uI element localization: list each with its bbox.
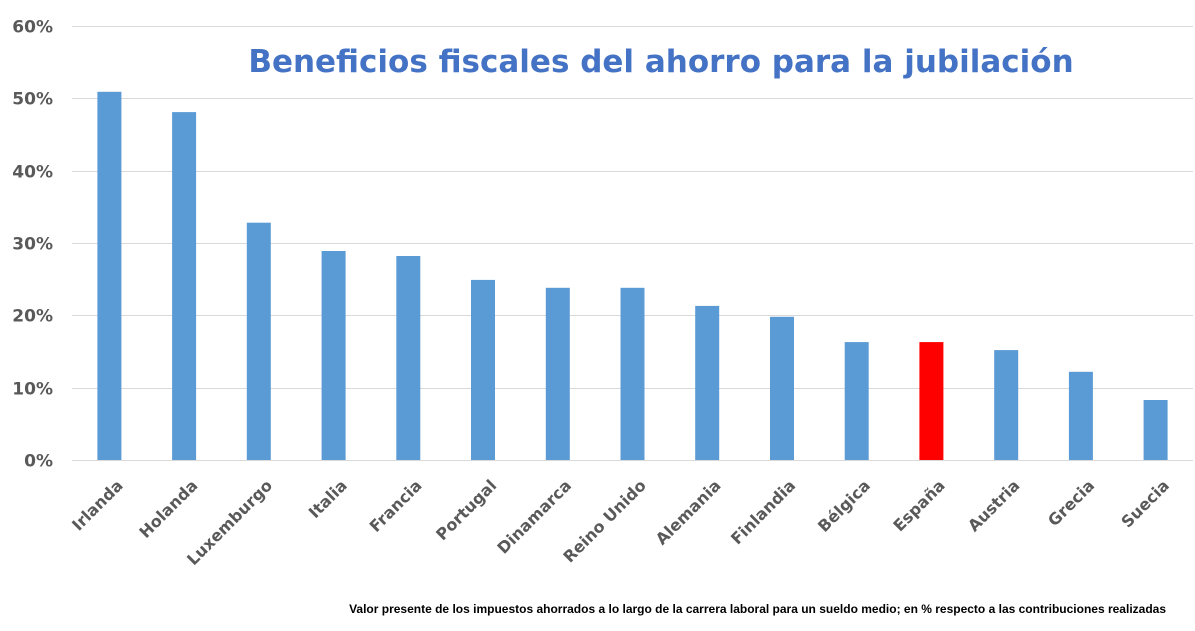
bar-grecia	[1068, 371, 1093, 460]
x-tick-label: Suecia	[1117, 476, 1173, 532]
bar-españa	[919, 342, 944, 460]
x-tick-label: Francia	[366, 476, 426, 536]
x-tick-label: Austria	[964, 476, 1023, 535]
y-axis-tick-labels: 0% 10% 20% 30% 40% 50% 60%	[12, 18, 53, 472]
x-tick-label: Finlandia	[727, 476, 799, 548]
bar-reino-unido	[620, 287, 645, 460]
x-tick-label: Alemania	[652, 476, 725, 549]
x-tick-label: Irlanda	[68, 476, 127, 535]
bar-italia	[321, 251, 346, 460]
y-tick-label: 10%	[12, 380, 53, 400]
y-tick-label: 0%	[24, 452, 53, 472]
x-tick-label: Dinamarca	[493, 476, 575, 558]
y-tick-label: 20%	[12, 307, 53, 327]
y-tick-label: 40%	[12, 163, 53, 183]
y-tick-label: 30%	[12, 235, 53, 255]
bar-portugal	[471, 279, 495, 460]
x-tick-label: Grecia	[1044, 476, 1098, 530]
bars	[97, 91, 1168, 461]
bar-suecia	[1143, 400, 1168, 460]
x-tick-label: España	[889, 476, 948, 535]
bar-bélgica	[844, 342, 869, 460]
bar-luxemburgo	[246, 222, 271, 460]
x-tick-label: Portugal	[432, 476, 500, 544]
bar-francia	[396, 256, 421, 460]
bar-irlanda	[97, 91, 122, 461]
bar-finlandia	[770, 316, 794, 460]
chart-footnote: Valor presente de los impuestos ahorrado…	[349, 602, 1166, 616]
x-tick-label: Holanda	[135, 476, 201, 542]
bar-dinamarca	[545, 287, 570, 460]
y-tick-label: 50%	[12, 90, 53, 110]
x-tick-label: Italia	[305, 476, 351, 522]
bar-austria	[994, 350, 1019, 460]
y-tick-label: 60%	[12, 18, 53, 38]
bar-alemania	[695, 305, 720, 460]
chart-title: Beneficios fiscales del ahorro para la j…	[248, 44, 1073, 80]
x-tick-label: Bélgica	[814, 476, 874, 536]
bar-holanda	[172, 112, 197, 460]
